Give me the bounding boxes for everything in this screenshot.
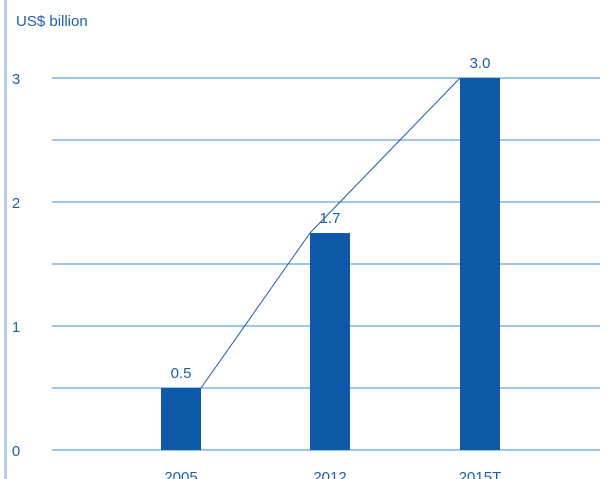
x-tick-label: 2012	[313, 469, 346, 479]
data-label-2005: 0.5	[171, 365, 192, 382]
y-tick-label: 0	[12, 443, 20, 460]
y-axis-unit-label: US$ billion	[16, 13, 88, 30]
bar-2015T	[460, 78, 500, 450]
left-border-rule	[4, 0, 7, 479]
data-label-2012: 1.7	[320, 210, 341, 227]
y-tick-label: 3	[12, 71, 20, 88]
y-tick-label: 2	[12, 195, 20, 212]
y-tick-label: 1	[12, 319, 20, 336]
connector-line	[200, 77, 461, 389]
x-tick-label: 2015T	[459, 469, 502, 479]
bar-2012	[310, 233, 350, 450]
data-label-2015T: 3.0	[470, 55, 491, 72]
x-tick-label: 2005	[164, 469, 197, 479]
bar-2005	[161, 388, 201, 450]
